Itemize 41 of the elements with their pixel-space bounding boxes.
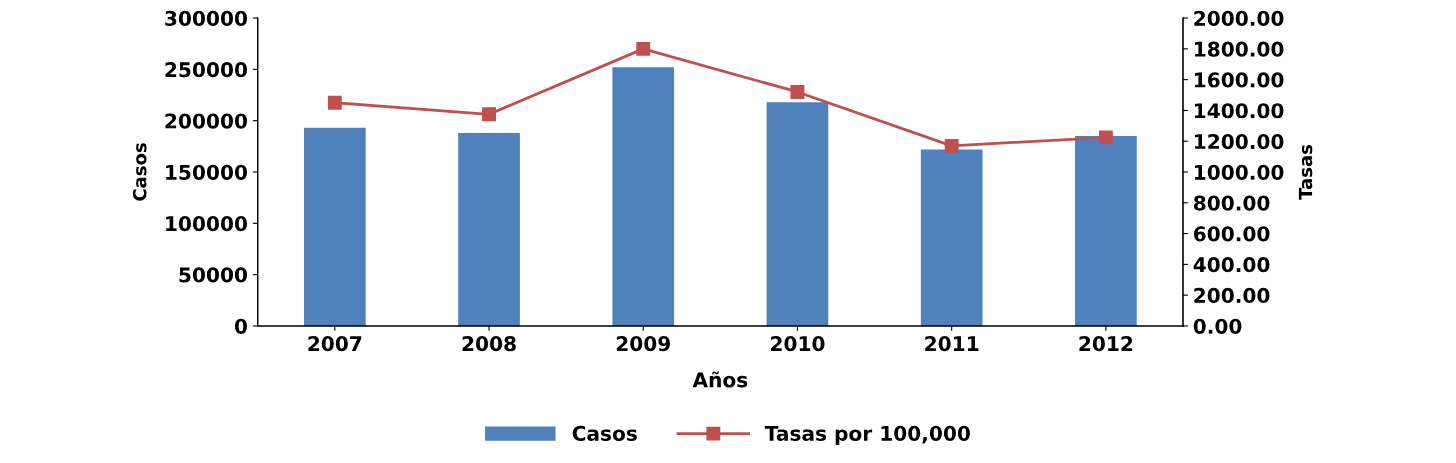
point [482,107,496,122]
bar [766,102,829,326]
bar [303,127,366,326]
x-axis-title: Años [692,371,748,388]
y-tick-label: 150000 [166,164,248,180]
y-tick-label: 200000 [165,113,248,129]
y2-tick-label: 600.00 [1193,226,1270,242]
y2-tick-label: 1200.00 [1194,133,1284,150]
x-tick-label: 2012 [1079,336,1133,352]
point [944,138,959,153]
y-tick-label: 0 [234,318,248,334]
point [1098,130,1113,145]
y-tick-label: 250000 [165,62,248,78]
bar [920,149,983,326]
x-tick-label: 2011 [925,336,979,352]
y2-tick-label: 400.00 [1193,257,1270,273]
y2-tick-label: 0.00 [1193,318,1242,334]
x-tick-label: 2009 [616,336,670,352]
y2-tick-label: 2000.00 [1194,10,1284,26]
x-tick-label: 2010 [771,336,825,352]
x-tick-label: 2008 [462,336,516,352]
point [636,41,651,56]
y2-tick-label: 1000.00 [1194,164,1284,180]
x-tick-label: 2007 [308,336,362,352]
y2-tick-label: 200.00 [1194,287,1270,304]
bar [458,133,520,326]
legend-label: Tasas por 100,000 [764,425,970,445]
point [327,95,342,110]
y-axis-title: Casos [132,143,147,201]
y-tick-label: 100000 [166,216,248,232]
y2-tick-label: 1600.00 [1194,72,1284,88]
bar [612,67,675,326]
bar [1075,136,1137,326]
y2-axis-title: Tasas [1298,144,1313,200]
y2-tick-label: 800.00 [1193,195,1270,211]
y-tick-label: 300000 [165,10,248,26]
point [790,85,805,99]
y2-tick-label: 1800.00 [1194,41,1284,57]
legend-label: Casos [572,425,637,441]
y2-tick-label: 1400.00 [1194,103,1284,119]
y-tick-label: 50000 [179,267,248,283]
